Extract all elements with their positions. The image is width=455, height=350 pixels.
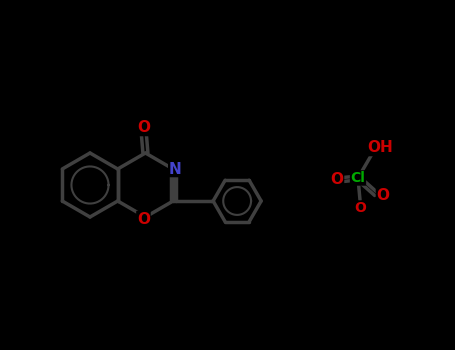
- Text: O: O: [376, 189, 389, 203]
- Text: OH: OH: [367, 140, 393, 155]
- Text: Cl: Cl: [350, 171, 365, 185]
- Text: O: O: [354, 201, 366, 215]
- Text: O: O: [137, 211, 150, 226]
- Text: O: O: [137, 120, 150, 135]
- Text: O: O: [330, 173, 344, 188]
- Text: N: N: [169, 161, 182, 176]
